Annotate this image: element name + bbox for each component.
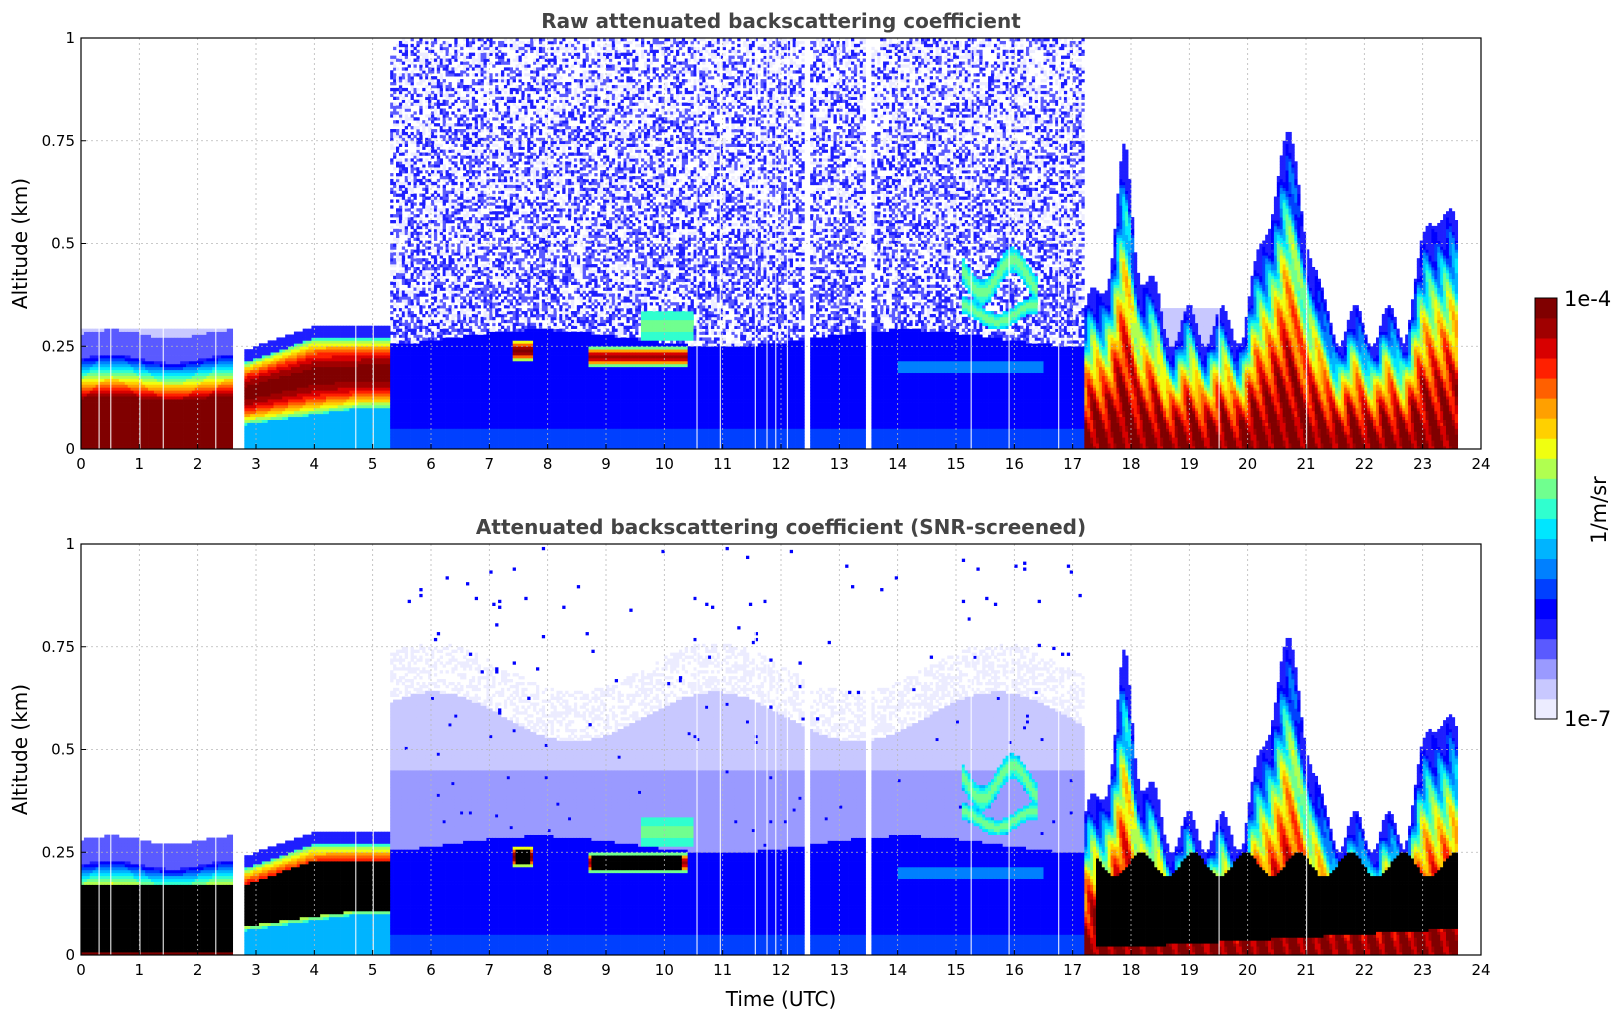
x-tick-label: 1 xyxy=(135,455,145,473)
x-tick-label: 15 xyxy=(946,961,965,979)
x-tick-label: 8 xyxy=(543,961,553,979)
x-tick-label: 12 xyxy=(771,455,790,473)
x-tick-label: 2 xyxy=(193,961,203,979)
screened-backscatter-panel: Attenuated backscattering coefficient (S… xyxy=(8,515,1491,1011)
colorbar-swatch xyxy=(1535,398,1557,418)
screened-y-axis-label: Altitude (km) xyxy=(8,684,32,815)
x-tick-label: 13 xyxy=(830,455,849,473)
x-tick-label: 23 xyxy=(1413,455,1432,473)
colorbar-swatch xyxy=(1535,599,1557,619)
x-tick-label: 20 xyxy=(1238,455,1257,473)
x-tick-label: 7 xyxy=(485,961,495,979)
raw-panel-title: Raw attenuated backscattering coefficien… xyxy=(541,9,1021,33)
colorbar-swatches xyxy=(1535,298,1557,719)
colorbar: 1e-4 1e-7 1/m/sr xyxy=(1535,287,1611,731)
x-tick-label: 0 xyxy=(76,961,86,979)
x-tick-label: 20 xyxy=(1238,961,1257,979)
x-tick-label: 7 xyxy=(485,455,495,473)
x-tick-label: 0 xyxy=(76,455,86,473)
y-tick-label: 0.5 xyxy=(51,741,75,759)
y-tick-label: 0.25 xyxy=(42,843,75,861)
x-axis-label: Time (UTC) xyxy=(725,987,837,1011)
x-tick-label: 3 xyxy=(251,961,261,979)
x-tick-label: 14 xyxy=(888,961,907,979)
colorbar-swatch xyxy=(1535,559,1557,579)
x-tick-label: 24 xyxy=(1471,961,1490,979)
colorbar-swatch xyxy=(1535,358,1557,378)
colorbar-swatch xyxy=(1535,378,1557,398)
screened-y-axis: 0 0.25 0.5 0.75 1 xyxy=(42,535,86,964)
colorbar-swatch xyxy=(1535,539,1557,559)
x-tick-label: 11 xyxy=(713,961,732,979)
x-tick-label: 18 xyxy=(1121,455,1140,473)
x-tick-label: 9 xyxy=(601,455,611,473)
x-tick-label: 12 xyxy=(771,961,790,979)
colorbar-swatch xyxy=(1535,579,1557,599)
x-tick-label: 1 xyxy=(135,961,145,979)
x-tick-label: 13 xyxy=(830,961,849,979)
y-tick-label: 0 xyxy=(65,440,75,458)
colorbar-max-label: 1e-4 xyxy=(1564,287,1611,311)
y-tick-label: 1 xyxy=(65,535,75,553)
y-tick-label: 0.5 xyxy=(51,235,75,253)
x-tick-label: 11 xyxy=(713,455,732,473)
colorbar-swatch xyxy=(1535,478,1557,498)
x-tick-label: 14 xyxy=(888,455,907,473)
y-tick-label: 0.25 xyxy=(42,337,75,355)
y-tick-label: 0.75 xyxy=(42,132,75,150)
colorbar-swatch xyxy=(1535,458,1557,478)
colorbar-swatch xyxy=(1535,639,1557,659)
colorbar-swatch xyxy=(1535,659,1557,679)
colorbar-swatch xyxy=(1535,338,1557,358)
x-tick-label: 21 xyxy=(1296,961,1315,979)
x-tick-label: 24 xyxy=(1471,455,1490,473)
colorbar-swatch xyxy=(1535,438,1557,458)
colorbar-swatch xyxy=(1535,498,1557,518)
x-tick-label: 6 xyxy=(426,961,436,979)
colorbar-swatch xyxy=(1535,318,1557,338)
x-tick-label: 5 xyxy=(368,455,378,473)
y-tick-label: 0.75 xyxy=(42,638,75,656)
raw-backscatter-panel: Raw attenuated backscattering coefficien… xyxy=(8,9,1491,473)
colorbar-swatch xyxy=(1535,418,1557,438)
x-tick-label: 3 xyxy=(251,455,261,473)
x-tick-label: 8 xyxy=(543,455,553,473)
x-tick-label: 22 xyxy=(1355,455,1374,473)
x-tick-label: 19 xyxy=(1180,961,1199,979)
x-tick-label: 6 xyxy=(426,455,436,473)
colorbar-swatch xyxy=(1535,298,1557,318)
y-tick-label: 0 xyxy=(65,946,75,964)
x-tick-label: 15 xyxy=(946,455,965,473)
x-tick-label: 10 xyxy=(655,455,674,473)
x-tick-label: 16 xyxy=(1005,961,1024,979)
x-tick-label: 22 xyxy=(1355,961,1374,979)
colorbar-unit-label: 1/m/sr xyxy=(1587,476,1611,544)
x-tick-label: 17 xyxy=(1063,455,1082,473)
x-tick-label: 9 xyxy=(601,961,611,979)
colorbar-swatch xyxy=(1535,699,1557,719)
x-tick-label: 21 xyxy=(1296,455,1315,473)
x-tick-label: 19 xyxy=(1180,455,1199,473)
raw-y-axis-label: Altitude (km) xyxy=(8,178,32,309)
x-tick-label: 5 xyxy=(368,961,378,979)
screened-panel-title: Attenuated backscattering coefficient (S… xyxy=(476,515,1086,539)
x-tick-label: 4 xyxy=(310,961,320,979)
x-tick-label: 16 xyxy=(1005,455,1024,473)
x-tick-label: 10 xyxy=(655,961,674,979)
x-tick-label: 18 xyxy=(1121,961,1140,979)
x-tick-label: 4 xyxy=(310,455,320,473)
colorbar-swatch xyxy=(1535,679,1557,699)
x-tick-label: 2 xyxy=(193,455,203,473)
x-tick-label: 17 xyxy=(1063,961,1082,979)
colorbar-swatch xyxy=(1535,619,1557,639)
colorbar-swatch xyxy=(1535,519,1557,539)
x-tick-label: 23 xyxy=(1413,961,1432,979)
raw-y-axis: 0 0.25 0.5 0.75 1 xyxy=(42,29,86,458)
colorbar-min-label: 1e-7 xyxy=(1564,707,1611,731)
y-tick-label: 1 xyxy=(65,29,75,47)
